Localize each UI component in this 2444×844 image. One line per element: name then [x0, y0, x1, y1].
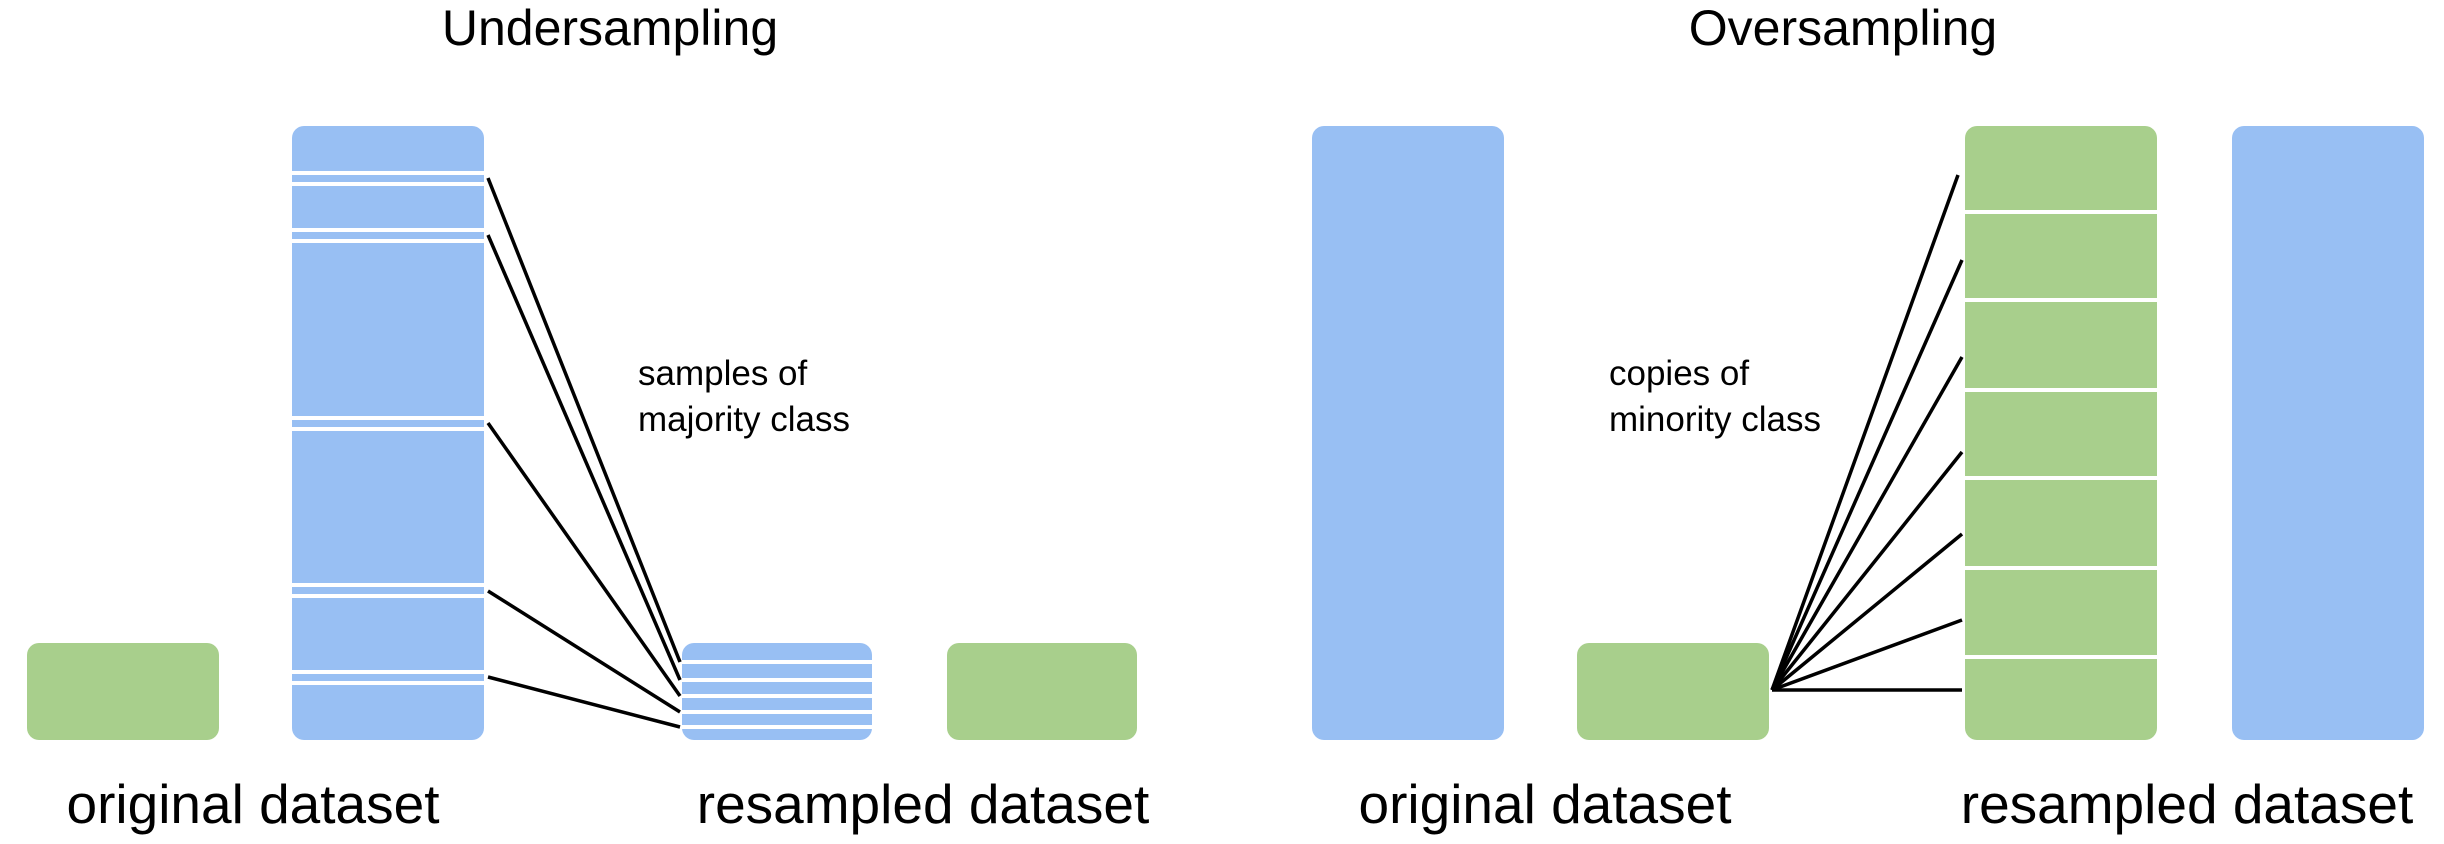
undersampling-resampled-minority-block — [947, 643, 1137, 740]
connector-line — [1770, 356, 1964, 691]
connector-line — [487, 589, 681, 714]
undersampling-original-minority-block — [27, 643, 219, 740]
connector-line — [1770, 450, 1964, 692]
undersampling-resampled-dividers — [682, 660, 872, 729]
undersampling-sample-markers — [292, 171, 484, 685]
annotation-line-2: minority class — [1609, 400, 1821, 439]
oversampling-panel: Oversampling copies of minority class — [1312, 0, 2424, 835]
annotation-line-1: copies of — [1609, 354, 1749, 393]
connector-line — [486, 234, 682, 681]
oversampling-original-minority-block — [1577, 643, 1769, 740]
undersampling-original-label: original dataset — [66, 773, 439, 835]
annotation-line-1: samples of — [638, 354, 808, 393]
undersampling-annotation: samples of majority class — [638, 354, 850, 439]
oversampling-resampled-dividers — [1965, 210, 2157, 659]
oversampling-resampled-minority-block — [1965, 126, 2157, 740]
connector-line — [486, 177, 682, 663]
oversampling-annotation: copies of minority class — [1609, 354, 1821, 439]
oversampling-title: Oversampling — [1689, 0, 1997, 56]
oversampling-connectors — [1770, 174, 1964, 692]
undersampling-original-majority-block — [292, 126, 484, 740]
connector-line — [1770, 259, 1964, 691]
oversampling-original-majority-block — [1312, 126, 1504, 740]
oversampling-original-label: original dataset — [1358, 773, 1731, 835]
undersampling-title: Undersampling — [442, 0, 778, 56]
connector-line — [487, 675, 681, 729]
connector-line — [1771, 618, 1963, 692]
annotation-line-2: majority class — [638, 400, 850, 439]
connector-line — [1770, 532, 1964, 692]
connector-line — [486, 421, 682, 698]
undersampling-panel: Undersampling samples of — [27, 0, 1149, 835]
undersampling-resampled-label: resampled dataset — [697, 773, 1150, 835]
oversampling-resampled-label: resampled dataset — [1961, 773, 2414, 835]
undersampling-resampled-majority-block — [682, 643, 872, 740]
undersampling-connectors — [486, 177, 682, 729]
connector-line — [1770, 174, 1960, 691]
oversampling-resampled-majority-block — [2232, 126, 2424, 740]
